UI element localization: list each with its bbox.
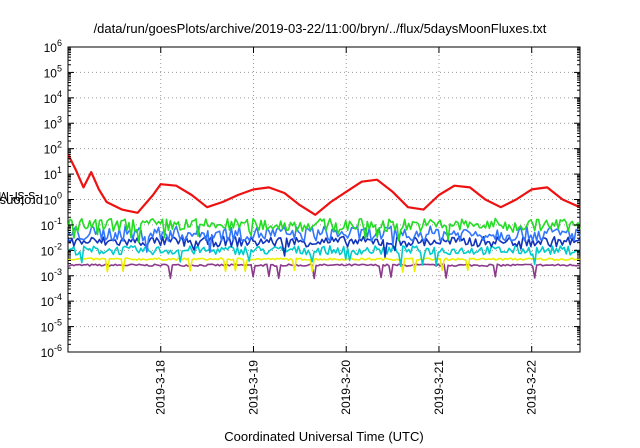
y-tick-label: 10-2 bbox=[41, 241, 62, 258]
y-tick-label: 105 bbox=[44, 63, 62, 80]
series-line bbox=[67, 257, 581, 273]
series-line bbox=[67, 245, 581, 268]
series-line bbox=[67, 153, 581, 216]
x-tick-label: 2019-3-20 bbox=[339, 360, 353, 415]
y-tick-label: 104 bbox=[44, 89, 62, 106]
x-tick-label: 2019-3-22 bbox=[525, 360, 539, 415]
x-tick-label: 2019-3-19 bbox=[246, 360, 260, 415]
y-tick-label: 10-3 bbox=[41, 267, 62, 284]
grid-lines bbox=[68, 47, 580, 352]
y-tick-label: 10-1 bbox=[41, 216, 62, 233]
y-tick-label: 10-5 bbox=[41, 318, 62, 335]
x-axis-label: Coordinated Universal Time (UTC) bbox=[224, 429, 424, 444]
series-layer bbox=[67, 153, 581, 280]
y-tick-label: 100 bbox=[44, 191, 62, 208]
y-tick-label: 10-4 bbox=[41, 292, 62, 309]
y-tick-label: 101 bbox=[44, 165, 62, 182]
series-line bbox=[67, 225, 581, 254]
y-tick-label: 102 bbox=[44, 140, 62, 157]
series-line bbox=[67, 217, 581, 244]
chart-title: /data/run/goesPlots/archive/2019-03-22/1… bbox=[93, 21, 547, 36]
y-tick-label: 103 bbox=[44, 114, 62, 131]
y-tick-label: 10-6 bbox=[41, 343, 62, 360]
tick-marks bbox=[68, 46, 580, 353]
y-tick-label: 106 bbox=[44, 38, 62, 55]
x-tick-label: 2019-3-18 bbox=[154, 360, 168, 415]
series-line bbox=[67, 263, 581, 280]
series-line bbox=[67, 235, 581, 258]
x-tick-label: 2019-3-21 bbox=[432, 360, 446, 415]
